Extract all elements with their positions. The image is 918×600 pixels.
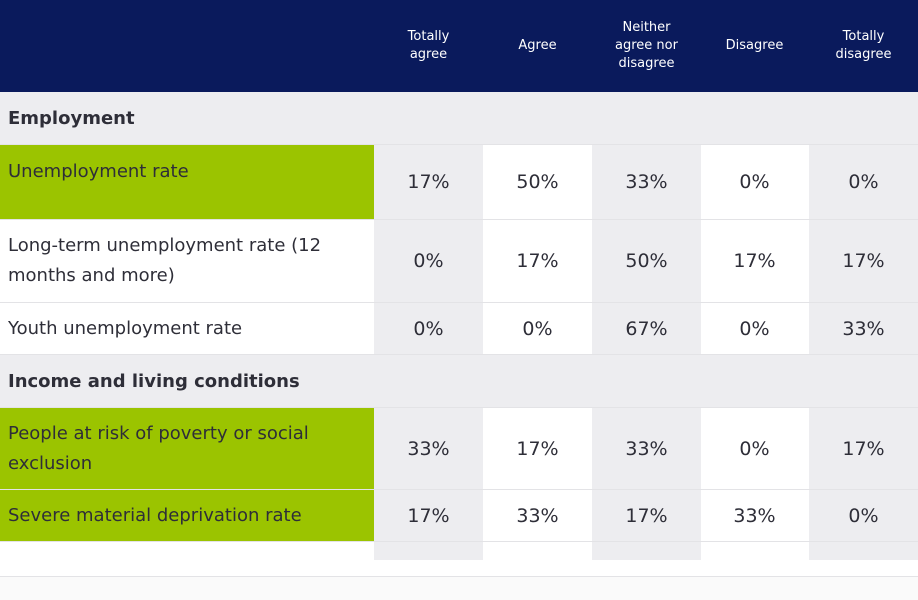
table-cell: 0%	[374, 303, 483, 354]
section-row-employment: Employment	[0, 92, 918, 145]
column-header-agree: Agree	[518, 38, 557, 53]
column-stripe	[592, 542, 701, 560]
table-cell: 33%	[733, 504, 776, 527]
table-cell: 0%	[739, 317, 770, 340]
table-cell: 0%	[522, 317, 553, 340]
table-row: Severe material deprivation rate 17% 33%…	[0, 490, 918, 542]
row-label: People at risk of poverty or social excl…	[0, 408, 374, 489]
row-label: Severe material deprivation rate	[0, 490, 374, 541]
table-cell: 33%	[592, 408, 701, 489]
table-cell: 17%	[809, 408, 918, 489]
table-row: Unemployment rate 17% 50% 33% 0% 0%	[0, 145, 918, 220]
table-row: Youth unemployment rate 0% 0% 67% 0% 33%	[0, 303, 918, 355]
table-row: Long-term unemployment rate (12 months a…	[0, 220, 918, 303]
table-header: Totally agree Agree Neither agree nor di…	[0, 0, 918, 92]
row-label: Youth unemployment rate	[8, 317, 243, 339]
table-cell: 50%	[516, 171, 559, 193]
table-cell: 17%	[516, 437, 559, 460]
column-header-disagree: Disagree	[725, 38, 784, 53]
row-label: Long-term unemployment rate (12 months a…	[8, 235, 322, 286]
survey-table: Totally agree Agree Neither agree nor di…	[0, 0, 918, 577]
table-cell: 17%	[374, 145, 483, 219]
section-row-income: Income and living conditions	[0, 355, 918, 408]
table-cell: 33%	[592, 145, 701, 219]
section-title: Employment	[8, 107, 135, 129]
table-cell: 0%	[739, 437, 770, 460]
column-stripe	[809, 542, 918, 560]
table-cell: 17%	[374, 490, 483, 541]
column-stripe	[374, 542, 483, 560]
column-header-neither: Neither agree nor disagree	[615, 20, 678, 71]
table-cell: 17%	[516, 250, 559, 272]
column-header-totally-disagree: Totally disagree	[835, 29, 892, 62]
table-footer	[0, 542, 918, 577]
table-cell: 17%	[592, 490, 701, 541]
table-cell: 0%	[809, 490, 918, 541]
table-cell: 50%	[592, 220, 701, 302]
section-title: Income and living conditions	[8, 370, 300, 392]
table-cell: 33%	[374, 408, 483, 489]
table-cell: 17%	[733, 250, 776, 272]
table-cell: 0%	[374, 220, 483, 302]
table-cell: 67%	[592, 303, 701, 354]
table-cell: 33%	[809, 303, 918, 354]
table-cell: 33%	[516, 504, 559, 527]
table-cell: 0%	[809, 145, 918, 219]
table-row: People at risk of poverty or social excl…	[0, 408, 918, 490]
table-cell: 17%	[809, 220, 918, 302]
column-header-totally-agree: Totally agree	[407, 29, 450, 62]
row-label: Unemployment rate	[0, 145, 374, 219]
table-cell: 0%	[739, 171, 770, 193]
